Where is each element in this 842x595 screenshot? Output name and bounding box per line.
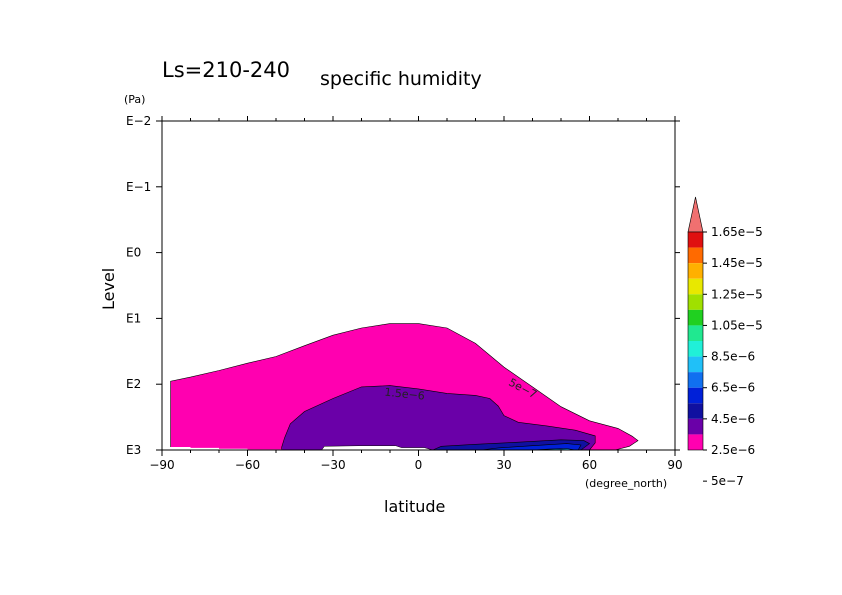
x-tick-label: −90 — [149, 458, 174, 472]
colorbar-swatch — [688, 403, 703, 419]
x-tick-label: −60 — [235, 458, 260, 472]
y-tick-label: E−1 — [126, 180, 151, 194]
colorbar-label: 1.25e−5 — [711, 287, 763, 301]
chart-subtitle: specific humidity — [320, 68, 482, 90]
x-unit-label: (degree_north) — [585, 477, 667, 490]
colorbar-swatch — [688, 309, 703, 326]
y-tick-label: E1 — [126, 311, 141, 325]
colorbar-frame — [687, 231, 704, 451]
x-tick-label: 90 — [667, 458, 682, 472]
colorbar-swatch — [688, 418, 703, 435]
colorbar-swatch — [688, 372, 703, 388]
colorbar-swatch — [688, 263, 703, 279]
colorbar-label: 5e−7 — [711, 474, 744, 488]
contour-label: 1.5e−6 — [384, 386, 426, 403]
contour-fills — [167, 323, 639, 451]
colorbar-swatch — [688, 325, 703, 341]
x-tick-label: 30 — [496, 458, 511, 472]
colorbar-swatch — [688, 387, 703, 404]
y-tick-label: E2 — [126, 377, 141, 391]
missing-region — [167, 447, 282, 450]
colorbar-label: 2.5e−6 — [711, 443, 755, 457]
colorbar-swatch — [688, 356, 703, 373]
y-tick-label: E−2 — [126, 114, 151, 128]
y-tick-label: E3 — [126, 443, 141, 457]
colorbar-label: 1.65e−5 — [711, 225, 763, 239]
colorbar-label: 6.5e−6 — [711, 381, 755, 395]
colorbar-swatch — [688, 232, 703, 248]
y-axis-title: Level — [99, 268, 118, 310]
colorbar-label: 1.45e−5 — [711, 256, 763, 270]
colorbar-label: 4.5e−6 — [711, 412, 755, 426]
colorbar-overflow-triangle — [687, 196, 704, 233]
x-axis-title: latitude — [384, 497, 445, 516]
contour-region-2 — [281, 385, 596, 451]
y-unit-label: (Pa) — [124, 93, 145, 106]
y-axis: E−2 E−1 E0 E1 E2 E3 — [126, 114, 680, 457]
colorbar-swatch — [688, 341, 703, 357]
colorbar-swatch — [688, 294, 703, 310]
y-tick-label: E0 — [126, 246, 141, 260]
colorbar-swatch — [688, 247, 703, 264]
x-tick-label: 60 — [582, 458, 597, 472]
colorbar: 1.65e−5 1.45e−5 1.25e−5 1.05e−5 8.5e−6 6.5e−6… — [687, 196, 763, 488]
colorbar-label: 8.5e−6 — [711, 350, 755, 364]
x-axis: −90 −60 −30 0 30 60 90 — [149, 116, 683, 472]
colorbar-swatch — [688, 434, 703, 450]
x-tick-label: 0 — [415, 458, 423, 472]
contour-region-1 — [170, 323, 639, 451]
colorbar-swatch — [688, 278, 703, 295]
x-tick-label: −30 — [320, 458, 345, 472]
chart-title: Ls=210-240 — [162, 58, 290, 82]
colorbar-label: 1.05e−5 — [711, 318, 763, 332]
